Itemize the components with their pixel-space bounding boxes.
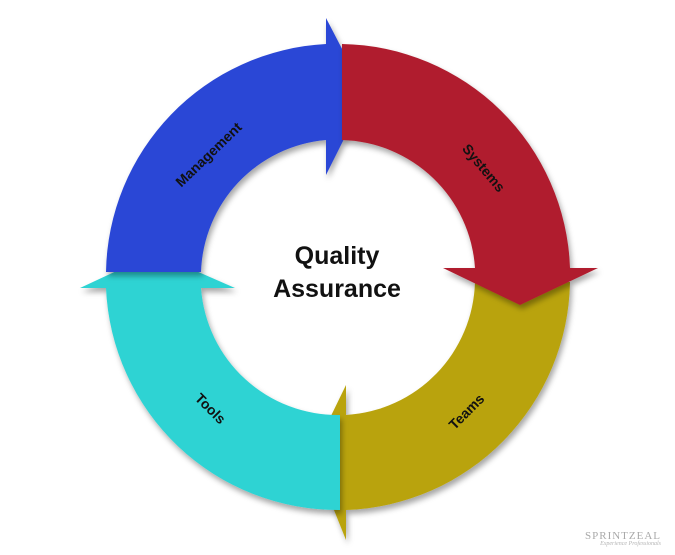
watermark-brand: SPRINTZEAL <box>585 530 661 542</box>
center-title: Quality Assurance <box>237 240 437 306</box>
tools-arrow <box>80 253 340 511</box>
teams-arrow <box>312 282 570 540</box>
sprintzeal-watermark: SPRINTZEAL Experience Professionals <box>585 530 661 547</box>
center-title-line2: Assurance <box>273 275 401 303</box>
systems-arrow <box>342 44 598 305</box>
watermark-tagline: Experience Professionals <box>600 541 661 547</box>
management-arrow <box>106 18 366 272</box>
center-title-line1: Quality <box>294 242 380 270</box>
